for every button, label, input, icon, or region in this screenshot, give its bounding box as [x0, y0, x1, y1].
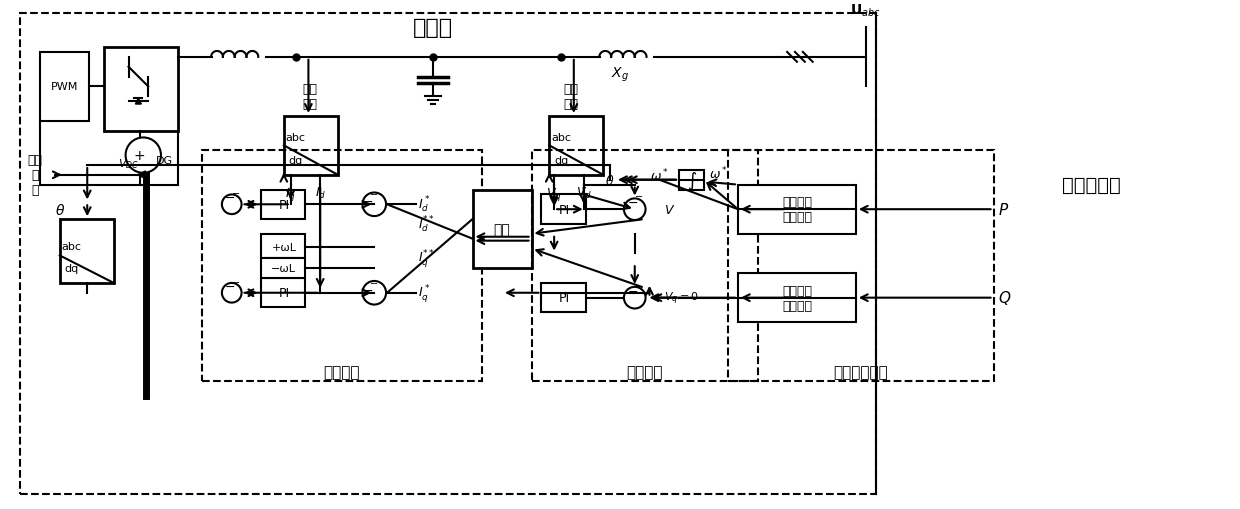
Text: $V_q=0$: $V_q=0$: [665, 290, 699, 306]
Bar: [202, 151, 482, 381]
Bar: [472, 190, 532, 269]
Text: −: −: [224, 192, 236, 205]
Text: −ωL: −ωL: [272, 264, 296, 274]
Text: $\theta$: $\theta$: [55, 202, 64, 217]
Text: 逆变器: 逆变器: [413, 18, 454, 38]
Text: $I_d^*$: $I_d^*$: [418, 195, 432, 215]
Text: $\mathbf{U}_{abc}$: $\mathbf{U}_{abc}$: [851, 2, 882, 18]
Text: +: +: [134, 149, 145, 163]
Text: 电压外环: 电压外环: [626, 364, 663, 379]
Text: $V_q$: $V_q$: [547, 185, 562, 202]
Bar: [284, 117, 337, 176]
Text: $I_q^{**}$: $I_q^{**}$: [418, 248, 435, 270]
Text: $I_q^*$: $I_q^*$: [418, 282, 432, 304]
Text: $I_d$: $I_d$: [315, 185, 326, 201]
Bar: [532, 151, 758, 381]
Bar: [262, 278, 305, 308]
Bar: [60, 219, 114, 284]
Text: PI: PI: [278, 199, 289, 211]
Text: PI: PI: [278, 287, 289, 300]
Text: $\int$: $\int$: [687, 169, 697, 191]
Text: $\omega^*$: $\omega^*$: [650, 167, 668, 184]
Bar: [104, 48, 177, 131]
Text: $I_q$: $I_q$: [285, 185, 296, 202]
Bar: [680, 171, 703, 190]
Text: PI: PI: [558, 292, 569, 304]
Text: −: −: [232, 277, 239, 287]
Text: P: P: [998, 202, 1008, 217]
Bar: [738, 185, 856, 234]
Text: PWM: PWM: [51, 82, 78, 92]
Text: 虚拟同步控制: 虚拟同步控制: [833, 364, 888, 379]
Bar: [40, 53, 89, 122]
Bar: [542, 195, 585, 224]
Text: −: −: [635, 192, 642, 202]
Text: 调制
信
号: 调制 信 号: [27, 154, 42, 197]
Text: dq: dq: [554, 156, 568, 166]
Text: −: −: [362, 195, 373, 209]
Bar: [262, 190, 305, 219]
Text: dq: dq: [289, 156, 303, 166]
Text: $V_d$: $V_d$: [575, 185, 591, 201]
Text: −: −: [232, 189, 239, 199]
Text: $V_{DC}$: $V_{DC}$: [118, 157, 139, 171]
Text: −: −: [371, 278, 378, 289]
Text: 限幅: 限幅: [494, 222, 511, 236]
Text: +ωL: +ωL: [272, 242, 296, 252]
Text: −: −: [371, 190, 378, 200]
Bar: [738, 273, 856, 323]
Text: 虚拟同步
频率控制: 虚拟同步 频率控制: [782, 196, 812, 224]
Text: 电流
采集: 电流 采集: [303, 83, 317, 111]
Text: $\omega^*$: $\omega^*$: [709, 165, 728, 182]
Text: $I_d^{**}$: $I_d^{**}$: [418, 214, 435, 235]
Text: $X_g$: $X_g$: [611, 65, 629, 83]
Text: Q: Q: [998, 291, 1011, 305]
Text: dq: dq: [64, 264, 78, 274]
Text: DG: DG: [156, 156, 174, 166]
Text: 虚拟同步
电压控制: 虚拟同步 电压控制: [782, 284, 812, 312]
Text: abc: abc: [551, 133, 572, 143]
Text: V: V: [665, 203, 673, 216]
Text: PI: PI: [558, 203, 569, 216]
Bar: [262, 259, 305, 278]
Text: −: −: [362, 283, 373, 297]
Text: −: −: [224, 280, 236, 293]
Text: −: −: [627, 197, 639, 210]
Bar: [549, 117, 604, 176]
Text: abc: abc: [62, 241, 82, 251]
Text: abc: abc: [285, 133, 305, 143]
Text: 无穷大电网: 无穷大电网: [1063, 176, 1121, 195]
Bar: [262, 234, 305, 259]
Bar: [542, 284, 585, 313]
Bar: [20, 14, 875, 494]
Bar: [728, 151, 993, 381]
Polygon shape: [135, 99, 141, 105]
Text: 电流内环: 电流内环: [324, 364, 360, 379]
Text: $\theta$: $\theta$: [605, 174, 615, 187]
Text: −: −: [627, 285, 639, 298]
Text: −: −: [635, 281, 642, 291]
Text: 电压
采集: 电压 采集: [563, 83, 578, 111]
